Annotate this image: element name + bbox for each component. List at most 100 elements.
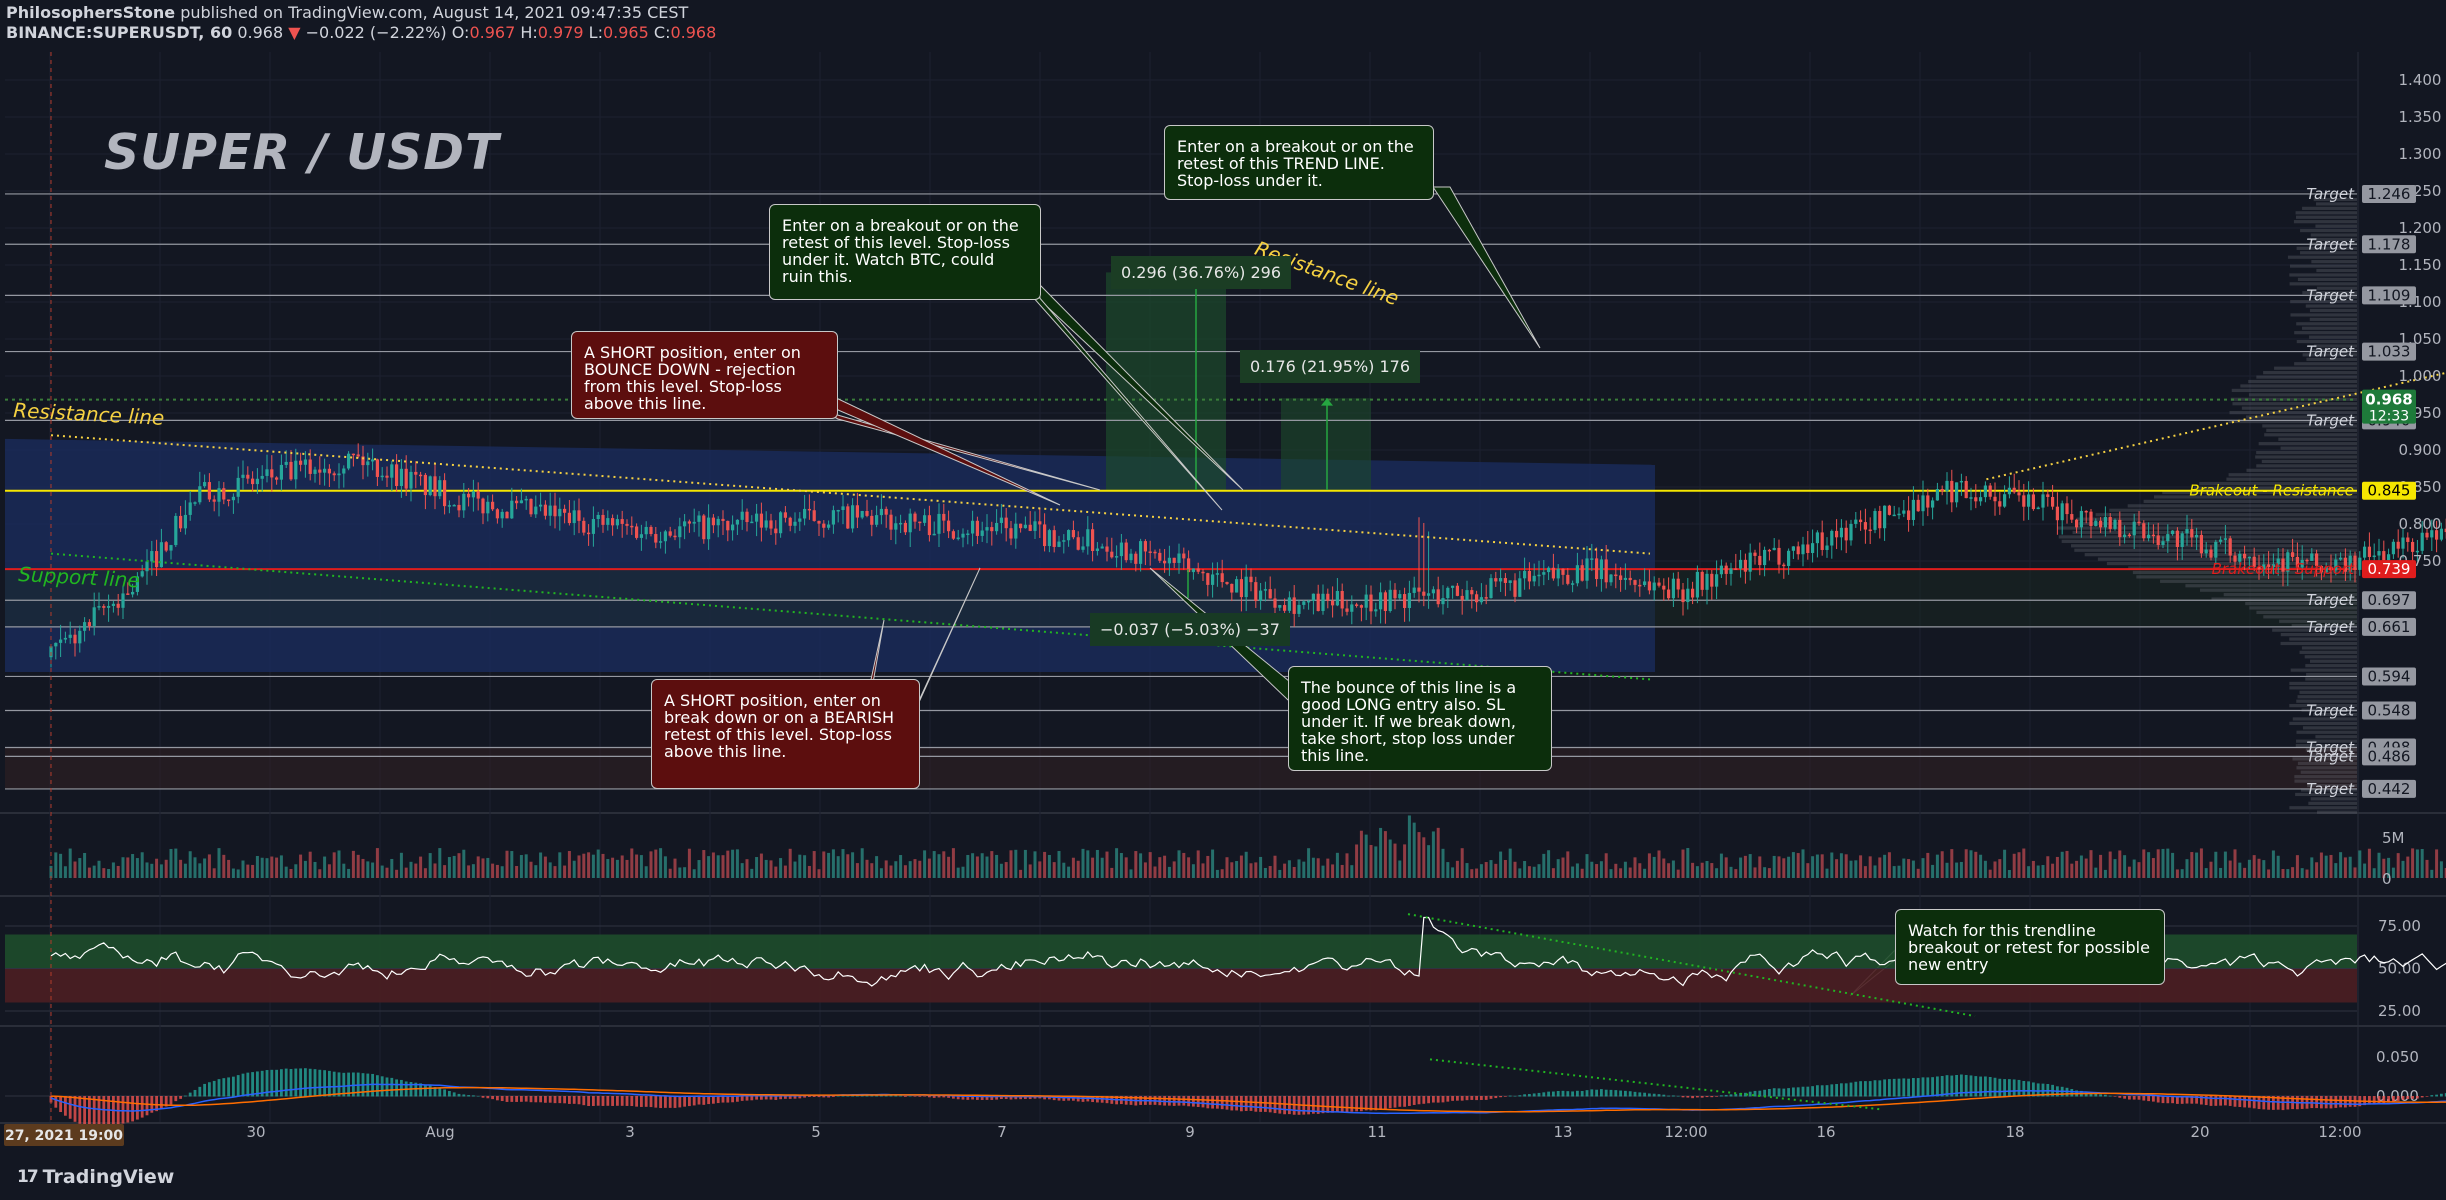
macd-histogram-bar (1556, 1090, 1560, 1097)
macd-histogram-bar (1484, 1096, 1488, 1100)
macd-histogram-bar (265, 1070, 269, 1097)
volume-profile-bar (2309, 308, 2357, 313)
candle-body (1316, 593, 1320, 611)
candle-body (140, 571, 144, 577)
candle-body (1748, 552, 1752, 572)
macd-histogram-bar (2406, 1096, 2410, 1100)
macd-histogram-bar (260, 1070, 264, 1097)
macd-histogram-bar (1172, 1096, 1176, 1106)
macd-histogram-bar (304, 1068, 307, 1097)
volume-bar (183, 863, 187, 878)
macd-histogram-bar (1916, 1078, 1920, 1097)
volume-bar (1465, 863, 1469, 878)
price-scale-tag-9 (2362, 667, 2416, 686)
volume-bar (1753, 867, 1757, 878)
candle-body (419, 474, 423, 477)
volume-bar (1748, 854, 1752, 878)
callout-short-bounce-down[interactable]: A SHORT position, enter on BOUNCE DOWN -… (571, 331, 838, 419)
macd-histogram-bar (515, 1096, 518, 1102)
candle-body (1974, 497, 1978, 502)
macd-histogram-bar (1667, 1095, 1670, 1097)
author-name[interactable]: PhilosophersStone (6, 3, 176, 22)
tradingview-logo[interactable]: 17 TradingView (17, 1166, 174, 1188)
volume-bar (1143, 862, 1147, 878)
candle-body (1287, 597, 1291, 611)
macd-histogram-bar (486, 1096, 490, 1099)
candle-body (798, 518, 802, 522)
macd-histogram-bar (702, 1096, 706, 1105)
volume-bar (1086, 850, 1090, 878)
publish-line: PhilosophersStone published on TradingVi… (6, 3, 688, 22)
volume-profile-bar (2299, 690, 2357, 694)
measure-label-3[interactable]: −0.037 (−5.03%) −37 (1090, 613, 1290, 646)
volume-profile-bar (2300, 228, 2357, 233)
volume-profile-bar (2229, 411, 2357, 415)
volume-bar (1263, 867, 1267, 878)
callout-short-breakdown[interactable]: A SHORT position, enter on break down or… (651, 679, 920, 789)
macd-histogram-bar (472, 1095, 475, 1097)
candle-body (1681, 589, 1685, 603)
volume-bar (313, 861, 317, 878)
callout-watch-trendline[interactable]: Watch for this trendline breakout or ret… (1895, 909, 2165, 985)
price-scale-value-9: 0.594 (2368, 667, 2411, 685)
volume-bar (63, 866, 67, 878)
candle-body (217, 488, 221, 502)
measure-label-2[interactable]: 0.176 (21.95%) 176 (1240, 350, 1421, 383)
volume-bar (572, 860, 576, 878)
measure-label-1[interactable]: 0.296 (36.76%) 296 (1111, 256, 1292, 289)
callout-trendline-breakout[interactable]: Enter on a breakout or on the retest of … (1164, 125, 1434, 200)
volume-profile-bar (2306, 672, 2357, 677)
symbol-label[interactable]: BINANCE:SUPERUSDT, 60 (6, 23, 233, 42)
price-scale-value-5: 0.845 (2368, 482, 2411, 500)
macd-histogram-bar (971, 1096, 974, 1100)
macd-histogram-bar (428, 1085, 432, 1097)
volume-bar (1518, 868, 1522, 878)
macd-histogram-bar (1388, 1096, 1392, 1109)
volume-profile-bar (2248, 379, 2357, 384)
volume-bar (2017, 852, 2021, 878)
candle-body (83, 622, 87, 631)
volume-profile-bar (2289, 637, 2357, 641)
macd-histogram-bar (198, 1086, 202, 1097)
callout-level-breakout[interactable]: Enter on a breakout or on the retest of … (769, 204, 1041, 300)
macd-histogram-bar (299, 1068, 302, 1097)
candle-body (1446, 587, 1450, 599)
candle-body (1815, 532, 1819, 544)
candle-body (1537, 574, 1541, 577)
volume-bar (1230, 862, 1234, 878)
volume-bar (908, 861, 912, 878)
macd-histogram-bar (745, 1096, 749, 1101)
candle-body (519, 500, 523, 504)
x-tick-label-3: 5 (811, 1123, 821, 1141)
volume-bar (860, 848, 864, 878)
volume-bar (1316, 858, 1320, 878)
volume-bar (2123, 855, 2127, 878)
volume-bar (1887, 852, 1891, 878)
volume-bar (164, 859, 168, 878)
macd-histogram-bar (904, 1096, 907, 1097)
volume-bar (606, 859, 610, 878)
volume-bar (563, 865, 567, 878)
volume-profile-bar (2256, 464, 2357, 468)
volume-bar (1475, 868, 1479, 878)
volume-profile-bar (2310, 348, 2357, 353)
publish-info: published on TradingView.com, August 14,… (180, 3, 689, 22)
candle-body (870, 515, 874, 525)
macd-histogram-bar (2392, 1096, 2395, 1102)
rsi-line (50, 916, 2446, 987)
volume-bar (495, 864, 499, 878)
volume-bar (1335, 852, 1339, 878)
volume-bar (1311, 857, 1315, 878)
volume-bar (947, 856, 951, 878)
candle-body (745, 511, 749, 523)
candle-body (500, 511, 504, 519)
volume-profile-bar (2316, 810, 2357, 814)
volume-bar (1057, 851, 1061, 878)
candle-body (395, 464, 399, 486)
volume-profile-bar (2262, 424, 2357, 428)
candle-body (1167, 557, 1171, 564)
volume-bar (395, 869, 399, 878)
candle-body (639, 534, 643, 538)
macd-histogram-bar (625, 1096, 629, 1106)
callout-long-bounce[interactable]: The bounce of this line is a good LONG e… (1288, 666, 1552, 771)
